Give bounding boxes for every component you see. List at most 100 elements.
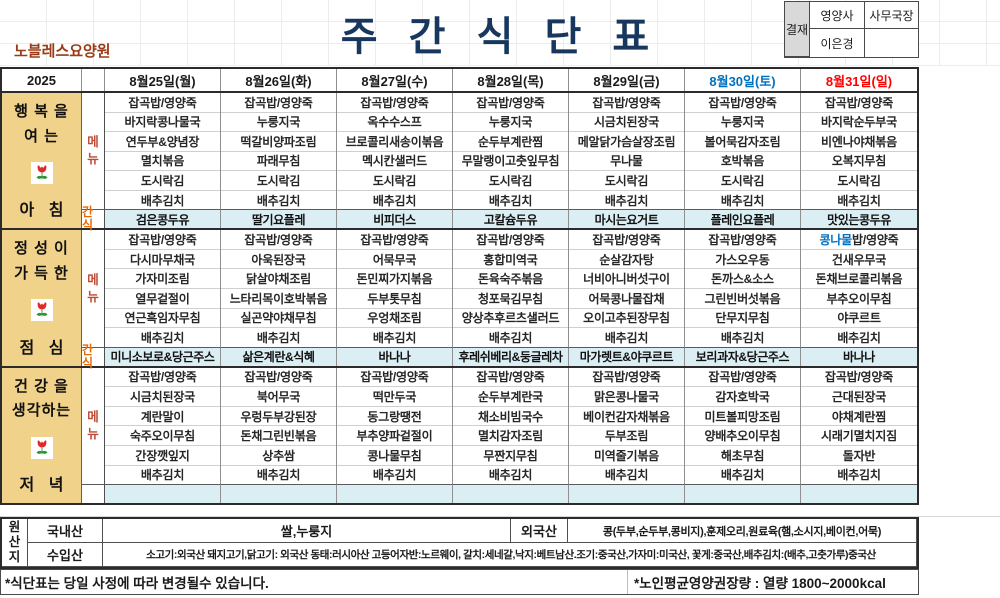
menu-item: 다시마무채국 xyxy=(105,250,220,270)
slogan-line: 건 강 을 xyxy=(14,377,69,395)
menu-item: 연두부&양념장 xyxy=(105,132,220,152)
menu-item: 부추양파겉절이 xyxy=(337,426,452,446)
menu-item: 배추김치 xyxy=(720,330,765,345)
menu-item: 배추김치 xyxy=(837,193,881,208)
menu-item: 홍합미역국 xyxy=(453,250,568,270)
breakfast-tue-cell: 잡곡밥/영양죽 누룽지국 떡갈비양파조림 파래무침 도시락김 배추김치 xyxy=(221,93,337,210)
breakfast-snack-wed: 비피더스 xyxy=(337,209,453,229)
footnote-change-notice: *식단표는 당일 사정에 따라 변경될수 있습니다. xyxy=(1,570,628,594)
origin-title-char: 원 xyxy=(8,520,21,534)
breakfast-wed-cell: 잡곡밥/영양죽 옥수수스프 브로콜리새송이볶음 멕시칸샐러드 도시락김 배추김치 xyxy=(337,93,453,210)
dinner-name: 저 녁 xyxy=(19,477,69,495)
breakfast-section: 행 복 을 여 는 아 침 메뉴 잡곡밥/영양죽 바지락콩나물국 연두부& xyxy=(2,93,917,232)
menu-item: 잡곡밥/영양죽 xyxy=(221,368,336,388)
lunch-mon-cell: 잡곡밥/영양죽 다시마무채국 가자미조림 열무겉절이 연근흑임자무침 배추김치 xyxy=(105,230,221,347)
breakfast-sat-cell: 잡곡밥/영양죽 누룽지국 볼어묵감자조림 호박볶음 도시락김 배추김치 xyxy=(685,93,801,210)
lunch-snack-thu: 후레쉬베리&둥글레차 xyxy=(453,346,569,366)
menu-item: 돈민찌가지볶음 xyxy=(337,269,452,290)
breakfast-snack-mon: 검은콩두유 xyxy=(105,209,221,229)
menu-item: 도시락김 xyxy=(569,171,684,191)
menu-item: 배추김치 xyxy=(720,468,765,483)
slogan-line: 가 득 한 xyxy=(14,265,69,283)
menu-item: 단무지무침 xyxy=(685,309,800,329)
slogan-line: 정 성 이 xyxy=(14,240,69,258)
menu-item: 잡곡밥/영양죽 xyxy=(801,368,917,388)
foreign-label: 외국산 xyxy=(511,519,568,543)
menu-item: 양배추오이무침 xyxy=(685,426,800,446)
menu-item: 잡곡밥/영양죽 xyxy=(105,368,220,388)
menu-item: 야채계란찜 xyxy=(801,407,917,427)
menu-item-highlighted: 콩나물 밥/영양죽 xyxy=(801,230,917,250)
lunch-wed-cell: 잡곡밥/영양죽 어묵무국 돈민찌가지볶음 두부톳무침 우엉채조림 배추김치 xyxy=(337,230,453,347)
snack-row-label: 간식 xyxy=(82,206,105,232)
menu-item: 미역줄기볶음 xyxy=(569,446,684,466)
menu-item: 바지락순두부국 xyxy=(801,113,917,133)
menu-item: 시금치된장국 xyxy=(569,113,684,133)
menu-item: 돈채브로콜리볶음 xyxy=(801,269,917,290)
date-tue: 8월26일(화) xyxy=(221,69,337,91)
menu-item: 돌자반 xyxy=(801,446,917,466)
footnotes: *식단표는 당일 사정에 따라 변경될수 있습니다. *노인평균영양권장량 : … xyxy=(0,569,919,595)
menu-item: 떡만두국 xyxy=(337,387,452,407)
menu-item: 우엉채조림 xyxy=(337,309,452,329)
lunch-tue-cell: 잡곡밥/영양죽 아욱된장국 닭살야채조림 느타리목이호박볶음 실곤약야채무침 배… xyxy=(221,230,337,347)
breakfast-snack-sat: 플레인요플레 xyxy=(685,209,801,229)
menu-item: 배추김치 xyxy=(604,330,649,345)
lunch-fri-cell: 잡곡밥/영양죽 순살감자탕 너비아니버섯구이 어묵콩나물잡채 오이고추된장무침 … xyxy=(569,230,685,347)
highlight-part: 콩나물 xyxy=(819,233,853,248)
menu-item: 맑은콩나물국 xyxy=(569,387,684,407)
origin-block: 원 산 지 국내산 쌀,누룽지 외국산 콩(두부,순두부,콩비지),훈제오리,원… xyxy=(0,517,919,569)
menu-item: 그린빈버섯볶음 xyxy=(685,289,800,309)
menu-item: 가자미조림 xyxy=(105,269,220,290)
menu-item: 잡곡밥/영양죽 xyxy=(337,368,452,388)
menu-item: 도시락김 xyxy=(685,171,800,191)
breakfast-sun-cell: 잡곡밥/영양죽 바지락순두부국 비엔나야채볶음 오복지무침 도시락김 배추김치 xyxy=(801,93,917,210)
domestic-label: 국내산 xyxy=(28,519,103,543)
menu-item: 순살감자탕 xyxy=(569,250,684,270)
menu-item: 너비아니버섯구이 xyxy=(569,269,684,290)
menu-item: 도시락김 xyxy=(105,171,220,191)
menu-item: 배추김치 xyxy=(256,193,301,208)
menu-column-label: 메뉴 xyxy=(82,367,105,485)
lunch-side-label: 정 성 이 가 득 한 점 심 xyxy=(2,230,82,366)
dinner-snack-mon xyxy=(105,484,221,504)
menu-item: 호박볶음 xyxy=(685,152,800,172)
menu-item: 잡곡밥/영양죽 xyxy=(685,368,800,388)
dinner-thu-cell: 잡곡밥/영양죽 순두부계란국 채소비빔국수 멸치감자조림 무짠지무침 배추김치 xyxy=(453,367,569,485)
approval-role-nutritionist: 영양사 xyxy=(810,2,865,29)
menu-item: 근대된장국 xyxy=(801,387,917,407)
approval-signer-nutritionist: 이은경 xyxy=(810,29,865,57)
lunch-snack-fri: 마가렛트&야쿠르트 xyxy=(569,346,685,366)
menu-item: 오이고추된장무침 xyxy=(569,309,684,329)
menu-item: 연근흑임자무침 xyxy=(105,309,220,329)
dinner-snack-thu xyxy=(453,484,569,504)
menu-item: 배추김치 xyxy=(372,193,417,208)
dinner-slogan: 건 강 을 생각하는 xyxy=(12,375,71,425)
menu-column-label: 메뉴 xyxy=(82,230,105,347)
dinner-tue-cell: 잡곡밥/영양죽 북어무국 우렁두부강된장 돈채그린빈볶음 상추쌈 배추김치 xyxy=(221,367,337,485)
menu-item: 동그랑땡전 xyxy=(337,407,452,427)
menu-item: 양상추후르츠샐러드 xyxy=(453,309,568,329)
menu-item: 야쿠르트 xyxy=(801,309,917,329)
breakfast-mon-cell: 잡곡밥/영양죽 바지락콩나물국 연두부&양념장 멸치볶음 도시락김 배추김치 xyxy=(105,93,221,210)
approval-label: 결재 xyxy=(785,2,810,57)
approval-role-director: 사무국장 xyxy=(865,2,918,29)
date-sat: 8월30일(토) xyxy=(685,69,801,91)
menu-item: 잡곡밥/영양죽 xyxy=(685,230,800,250)
menu-table: 2025 8월25일(월) 8월26일(화) 8월27일(수) 8월28일(목)… xyxy=(0,67,919,506)
tulip-icon xyxy=(30,299,53,322)
menu-item: 배추김치 xyxy=(488,468,533,483)
menu-item: 잡곡밥/영양죽 xyxy=(801,93,917,113)
menu-item: 북어무국 xyxy=(221,387,336,407)
menu-item: 배추김치 xyxy=(604,193,649,208)
dinner-wed-cell: 잡곡밥/영양죽 떡만두국 동그랑땡전 부추양파겉절이 콩나물무침 배추김치 xyxy=(337,367,453,485)
origin-title-char: 지 xyxy=(8,550,21,564)
menu-item: 배추김치 xyxy=(372,468,417,483)
menu-item: 순두부계란찜 xyxy=(453,132,568,152)
menu-item: 해초무침 xyxy=(685,446,800,466)
menu-item: 무말랭이고춧잎무침 xyxy=(453,152,568,172)
lunch-snack-tue: 삶은계란&식혜 xyxy=(221,346,337,366)
year-cell: 2025 xyxy=(2,69,82,91)
menu-item: 잡곡밥/영양죽 xyxy=(337,230,452,250)
